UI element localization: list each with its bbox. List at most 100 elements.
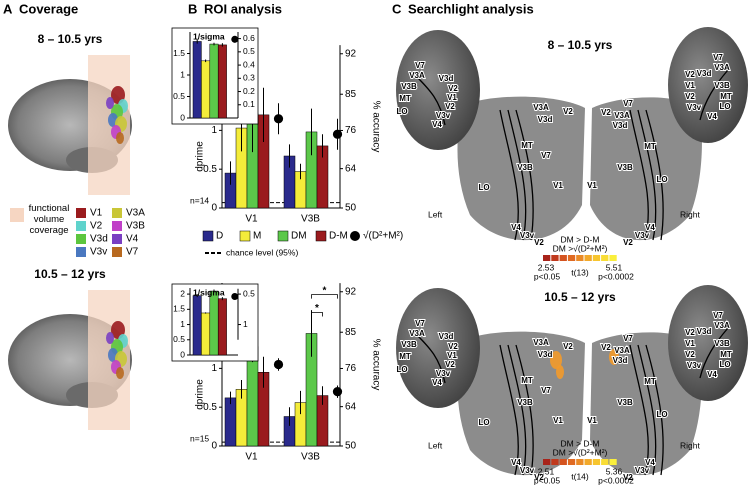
bar xyxy=(201,312,211,356)
colorbar-title: DM >√(D²+M²) xyxy=(553,243,608,253)
legend-label: M xyxy=(253,231,261,242)
roi-boundary xyxy=(629,109,649,241)
x-tick-label: V3B xyxy=(301,214,320,225)
colorbar-cell xyxy=(567,459,576,465)
roi-label: V7 xyxy=(713,311,723,320)
roi-label: V2 xyxy=(445,102,455,111)
y-tick-label: 1 xyxy=(211,363,217,374)
y-tick-label: 0.5 xyxy=(173,334,185,344)
colorbar-cell xyxy=(592,255,601,261)
roi-label: V1 xyxy=(90,208,103,219)
roi-label: V7 xyxy=(126,247,139,258)
roi-label: V3B xyxy=(401,340,417,349)
hemisphere-label: Right xyxy=(680,209,700,219)
colorbar-min: 2.53 xyxy=(538,262,555,272)
roi-label: V3B xyxy=(714,81,730,90)
roi-label: V3A xyxy=(409,71,425,80)
y2-tick-label: 64 xyxy=(345,401,357,412)
roi-label: V4 xyxy=(645,223,655,232)
roi-label: V4 xyxy=(126,234,139,245)
roi-label: V3d xyxy=(697,327,712,336)
colorbar-cell xyxy=(543,255,551,261)
roi-label: V3B xyxy=(617,163,633,172)
roi-label: V1 xyxy=(553,416,563,425)
roi-label: V4 xyxy=(511,458,521,467)
roi-label: MT xyxy=(399,94,411,103)
y-tick-label: 0.5 xyxy=(203,164,217,175)
roi-label: LO xyxy=(478,183,489,192)
roi-label: V1 xyxy=(685,339,695,348)
colorbar-cell xyxy=(609,459,617,465)
activation xyxy=(550,351,562,369)
y-tick-label: 1 xyxy=(180,69,185,79)
roi-label: V3v xyxy=(687,361,702,370)
y2-tick-label: 50 xyxy=(345,441,357,452)
roi-label: V2 xyxy=(534,238,544,247)
roi-boundary xyxy=(699,69,729,121)
age-label: 10.5 – 12 yrs xyxy=(34,267,106,281)
colorbar-cell xyxy=(576,255,584,261)
colorbar-cell xyxy=(559,255,567,261)
y-tick-label: 2 xyxy=(180,288,185,298)
y-tick-label: 0 xyxy=(180,112,185,122)
roi-label: MT xyxy=(521,376,533,385)
roi-label: V3A xyxy=(614,111,630,120)
bar xyxy=(217,298,227,356)
roi-label: V3B xyxy=(517,163,533,172)
roi-label: LO xyxy=(719,102,730,111)
y2-tick-label: 64 xyxy=(345,163,357,174)
bar xyxy=(217,44,227,119)
roi-boundary xyxy=(414,332,446,384)
y2-tick-label: 0.5 xyxy=(243,288,255,298)
roi-label: V2 xyxy=(623,473,633,482)
roi-swatch xyxy=(112,234,122,244)
y2-tick-label: 0.3 xyxy=(243,73,255,83)
hemisphere-label: Left xyxy=(428,209,443,219)
colorbar-max: 5.36 xyxy=(606,466,623,476)
roi-swatch xyxy=(76,234,86,244)
roi-label: V2 xyxy=(445,360,455,369)
bar xyxy=(192,41,202,119)
activation xyxy=(609,349,619,365)
roi-label: LO xyxy=(719,360,730,369)
roi-label: V2 xyxy=(563,107,573,116)
y-tick-label: 0 xyxy=(211,441,217,452)
roi-label: V4 xyxy=(511,223,521,232)
roi-swatch xyxy=(112,221,122,231)
age-label: 8 – 10.5 yrs xyxy=(38,32,103,46)
bar xyxy=(224,397,237,447)
colorbar-title: DM > D-M xyxy=(561,234,600,244)
roi-label: V2 xyxy=(685,92,695,101)
panel-title: Coverage xyxy=(19,1,78,16)
y-tick-label: 1 xyxy=(211,125,217,136)
activation xyxy=(556,365,564,379)
x-tick-label: V1 xyxy=(245,214,258,225)
roi-swatch xyxy=(76,247,86,257)
roi-swatch xyxy=(76,221,86,231)
y2-tick-label: 85 xyxy=(345,327,357,338)
colorbar-title: DM >√(D²+M²) xyxy=(553,447,608,457)
colorbar-stat: t(14) xyxy=(571,471,589,481)
roi-label: V3v xyxy=(520,466,535,475)
roi-swatch xyxy=(112,208,122,218)
legend-swatch xyxy=(202,230,214,242)
roi-label: MT xyxy=(644,377,656,386)
roi-label: V3A xyxy=(533,103,549,112)
roi-label: V2 xyxy=(623,238,633,247)
roi-label: MT xyxy=(521,141,533,150)
coverage-swatch xyxy=(10,208,24,222)
y2-tick-label: 50 xyxy=(345,203,357,214)
roi-label: V1 xyxy=(587,181,597,190)
roi-label: V7 xyxy=(541,386,551,395)
y2-axis-title: % accuracy xyxy=(370,101,381,153)
roi-label: V3d xyxy=(439,74,454,83)
colorbar-cell xyxy=(592,459,601,465)
roi-label: V3B xyxy=(714,339,730,348)
roi-label: V3d xyxy=(697,69,712,78)
roi-label: V3B xyxy=(126,221,145,232)
colorbar-cell xyxy=(567,255,576,261)
lateral-view xyxy=(396,30,480,150)
hemisphere-label: Right xyxy=(680,440,700,450)
colorbar-min-p: p<0.05 xyxy=(534,271,561,281)
